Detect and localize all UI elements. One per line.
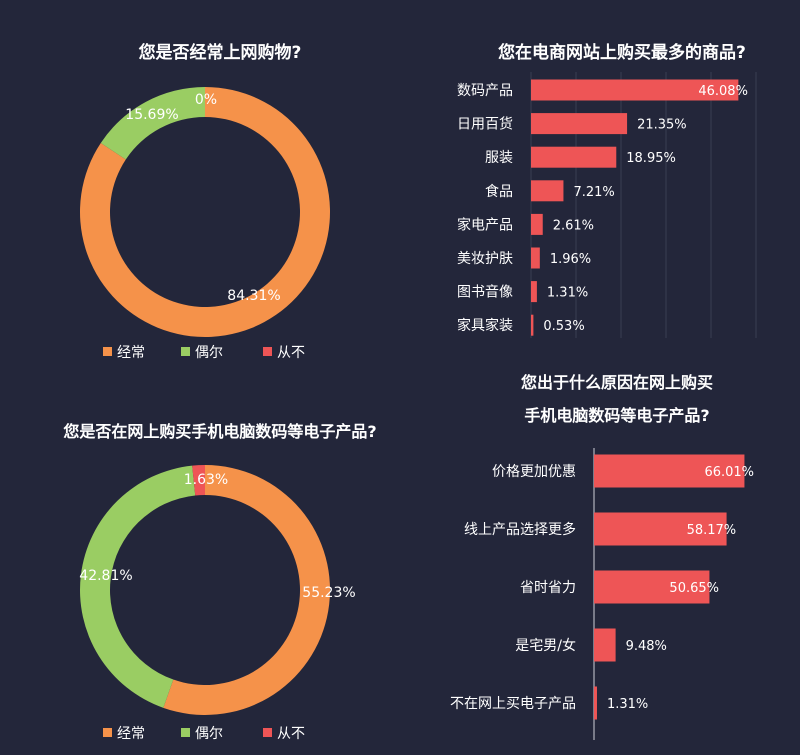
chart-title: 您是否经常上网购物? bbox=[139, 42, 302, 63]
category-label: 食品 bbox=[485, 183, 513, 200]
bar bbox=[531, 146, 617, 168]
most-purchased-goods-chart: 您在电商网站上购买最多的商品? 数码产品日用百货服装食品家电产品美妆护肤图书音像… bbox=[457, 42, 757, 338]
legend-label: 偶尔 bbox=[195, 726, 223, 742]
category-label: 线上产品选择更多 bbox=[464, 521, 576, 538]
value-label: 7.21% bbox=[573, 185, 614, 200]
purchase-reasons-chart: 您出于什么原因在网上购买 手机电脑数码等电子产品? 价格更加优惠线上产品选择更多… bbox=[450, 373, 754, 740]
bar bbox=[594, 454, 745, 488]
bar bbox=[594, 628, 616, 662]
category-label: 图书音像 bbox=[457, 284, 513, 301]
value-label: 1.31% bbox=[607, 697, 648, 712]
legend-label: 从不 bbox=[277, 345, 305, 361]
value-label: 2.61% bbox=[553, 218, 594, 233]
category-label: 服装 bbox=[485, 150, 513, 166]
donut-slice-2 bbox=[79, 465, 196, 708]
category-label: 家具家装 bbox=[457, 317, 513, 334]
slice-label: 1.63% bbox=[184, 472, 228, 488]
chart-title: 您在电商网站上购买最多的商品? bbox=[498, 42, 746, 63]
slice-label: 0% bbox=[195, 92, 217, 108]
bar bbox=[531, 281, 537, 303]
donut-slice-1 bbox=[163, 465, 330, 715]
legend-label: 经常 bbox=[117, 726, 145, 742]
value-label: 9.48% bbox=[626, 639, 667, 654]
bar bbox=[594, 570, 710, 604]
electronics-purchase-chart: 您是否在网上购买手机电脑数码等电子产品? 55.23% 42.81% 1.63% 经… bbox=[63, 422, 376, 742]
slice-label: 55.23% bbox=[302, 585, 355, 601]
legend-label: 偶尔 bbox=[195, 345, 223, 361]
category-label: 美妆护肤 bbox=[457, 251, 513, 267]
donut-slice-2 bbox=[100, 87, 205, 160]
legend-swatch bbox=[103, 728, 112, 737]
value-label: 0.53% bbox=[543, 319, 584, 334]
legend-swatch bbox=[181, 347, 190, 356]
legend-swatch bbox=[263, 728, 272, 737]
donut-slice-3 bbox=[192, 465, 205, 496]
value-label: 1.96% bbox=[550, 252, 591, 267]
legend-swatch bbox=[181, 728, 190, 737]
category-label: 省时省力 bbox=[520, 580, 576, 596]
slice-label: 15.69% bbox=[125, 107, 178, 123]
legend-label: 从不 bbox=[277, 726, 305, 742]
value-label: 66.01% bbox=[704, 465, 754, 480]
category-label: 是宅男/女 bbox=[515, 637, 576, 654]
value-label: 18.95% bbox=[626, 151, 676, 166]
bar bbox=[531, 213, 543, 235]
bar bbox=[531, 113, 628, 135]
bar bbox=[531, 180, 564, 202]
legend-swatch bbox=[263, 347, 272, 356]
value-label: 1.31% bbox=[547, 286, 588, 301]
chart-title-line-1: 您出于什么原因在网上购买 bbox=[521, 373, 713, 392]
legend-label: 经常 bbox=[117, 345, 145, 361]
bar bbox=[531, 79, 739, 101]
value-label: 58.17% bbox=[687, 523, 737, 538]
chart-title-line-2: 手机电脑数码等电子产品? bbox=[524, 406, 709, 425]
bar bbox=[594, 512, 727, 546]
value-label: 46.08% bbox=[698, 84, 748, 99]
category-label: 日用百货 bbox=[457, 116, 513, 133]
value-label: 50.65% bbox=[669, 581, 719, 596]
bar bbox=[594, 686, 597, 720]
chart-title: 您是否在网上购买手机电脑数码等电子产品? bbox=[63, 422, 376, 441]
legend-swatch bbox=[103, 347, 112, 356]
value-label: 21.35% bbox=[637, 118, 687, 133]
bar bbox=[531, 314, 534, 336]
category-label: 不在网上买电子产品 bbox=[450, 696, 576, 712]
category-label: 家电产品 bbox=[457, 216, 513, 233]
slice-label: 42.81% bbox=[79, 568, 132, 584]
category-label: 数码产品 bbox=[457, 83, 513, 99]
slice-label: 84.31% bbox=[227, 288, 280, 304]
category-label: 价格更加优惠 bbox=[492, 464, 576, 480]
bar bbox=[531, 247, 540, 269]
online-shopping-frequency-chart: 您是否经常上网购物? 84.31% 15.69% 0% 经常 偶尔 从不 bbox=[80, 42, 331, 361]
